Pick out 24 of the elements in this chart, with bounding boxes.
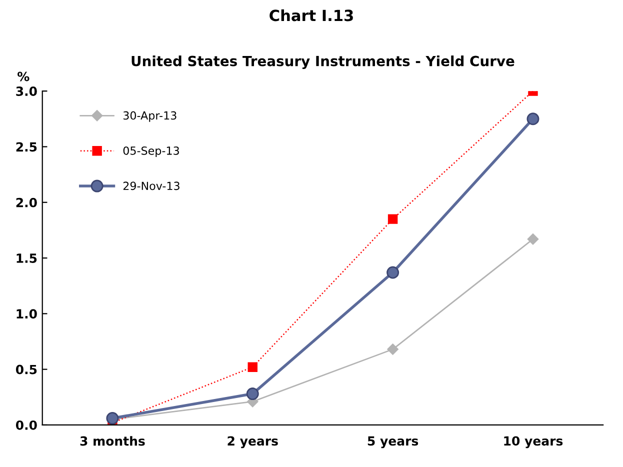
- point: [248, 362, 258, 372]
- y-tick-label: 1.5: [16, 254, 37, 263]
- chart-title: Chart I.13: [270, 9, 353, 22]
- y-tick-label: 1.0: [16, 309, 37, 319]
- point: [526, 112, 540, 126]
- point: [527, 233, 539, 245]
- legend-label: 29-Nov-13: [123, 182, 180, 190]
- chart-subtitle: United States Treasury Instruments - Yield Curve: [132, 56, 514, 70]
- y-tick-label: 0.0: [16, 420, 37, 430]
- x-tick-label: 2 years: [228, 436, 278, 448]
- x-tick-label: 10 years: [504, 436, 563, 448]
- legend-label: 30-Apr-13: [123, 111, 176, 122]
- x-tick-label: 3 months: [80, 436, 145, 446]
- y-tick-label: 2.0: [16, 198, 37, 208]
- point: [388, 214, 398, 224]
- y-tick-label: 2.5: [16, 142, 37, 152]
- x-tick-label: 5 years: [368, 436, 418, 448]
- y-tick-label: 0.5: [16, 364, 37, 374]
- point: [246, 388, 259, 400]
- point: [386, 266, 400, 279]
- y-tick-label: 3.0: [16, 86, 37, 96]
- y-axis-title: %: [18, 72, 30, 82]
- legend-label: 05-Sep-13: [123, 146, 179, 158]
- point: [387, 344, 398, 355]
